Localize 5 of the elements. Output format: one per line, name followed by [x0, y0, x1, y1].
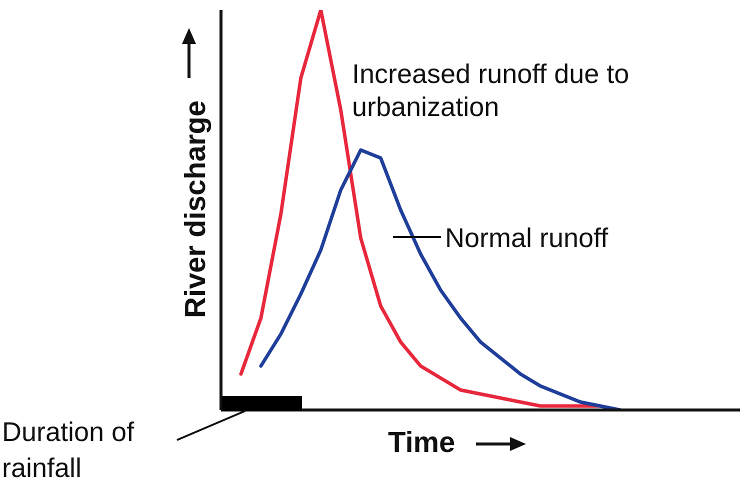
y-axis-title: River discharge: [180, 100, 213, 318]
text: Duration of rainfall: [2, 416, 136, 485]
x-axis-title: Time: [388, 427, 456, 460]
series-label: Increased runoff due to urbanization: [352, 58, 630, 124]
series-label: Normal runoff: [445, 222, 608, 255]
